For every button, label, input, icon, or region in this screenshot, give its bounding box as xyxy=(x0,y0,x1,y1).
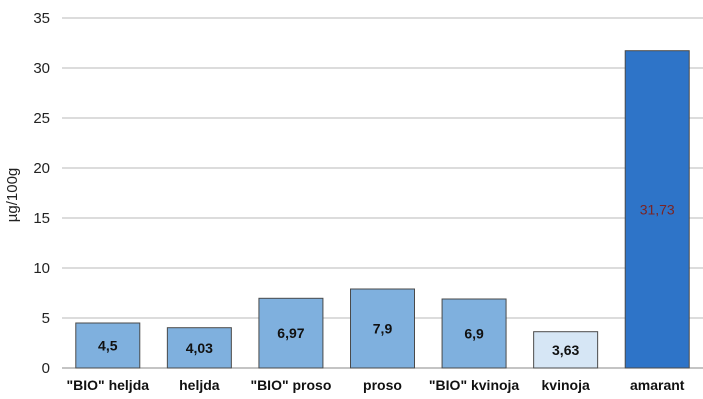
y-tick-label: 30 xyxy=(33,60,50,77)
y-tick-label: 35 xyxy=(33,10,50,27)
bar xyxy=(258,297,324,369)
data-label: 4,5 xyxy=(98,338,118,354)
bar xyxy=(441,298,507,369)
y-tick-label: 15 xyxy=(33,210,50,227)
data-label: 4,03 xyxy=(186,340,213,356)
data-label: 31,73 xyxy=(640,201,675,217)
bar xyxy=(624,50,690,369)
x-tick-label: amarant xyxy=(630,377,685,393)
bar xyxy=(350,288,415,369)
data-labels: 4,5 4,03 6,97 7,9 6,9 3,63 31,73 xyxy=(98,201,675,358)
bar xyxy=(75,322,141,369)
data-label: 6,97 xyxy=(277,325,304,341)
data-label: 6,9 xyxy=(464,326,484,342)
y-tick-label: 10 xyxy=(33,260,50,277)
y-tick-label: 0 xyxy=(42,360,50,377)
x-tick-label: "BIO" proso xyxy=(250,377,331,393)
y-tick-label: 20 xyxy=(33,160,50,177)
x-tick-label: heljda xyxy=(179,377,220,393)
y-axis-ticks: 0 5 10 15 20 25 30 35 xyxy=(33,10,50,377)
gridlines xyxy=(62,17,703,369)
data-label: 3,63 xyxy=(552,342,579,358)
bars xyxy=(75,50,690,369)
data-label: 7,9 xyxy=(373,321,393,337)
x-tick-label: "BIO" kvinoja xyxy=(429,377,520,393)
x-tick-label: "BIO" heljda xyxy=(67,377,150,393)
x-tick-label: proso xyxy=(363,377,402,393)
x-tick-label: kvinoja xyxy=(542,377,590,393)
x-axis-ticks: "BIO" heljda heljda "BIO" proso proso "BIO" … xyxy=(67,377,685,393)
y-axis-label: µg/100g xyxy=(4,168,21,223)
bar xyxy=(166,327,232,369)
bar xyxy=(533,331,599,369)
y-tick-label: 25 xyxy=(33,110,50,127)
y-tick-label: 5 xyxy=(42,310,50,327)
